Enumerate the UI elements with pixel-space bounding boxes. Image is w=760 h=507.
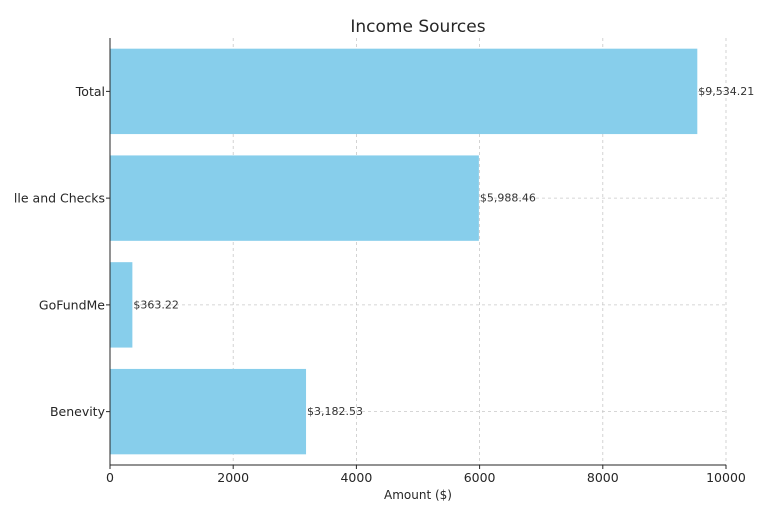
data-label: $9,534.21 (698, 85, 754, 98)
bar (110, 155, 479, 241)
x-tick-label: 4000 (340, 470, 372, 485)
bars (110, 48, 698, 455)
y-tick-label: Total (75, 84, 105, 99)
data-label: $5,988.46 (480, 192, 536, 205)
bar (110, 368, 307, 455)
data-labels: $9,534.21 $5,988.46 $363.22 $3,182.53 (133, 85, 754, 418)
x-axis-title: Amount ($) (384, 488, 452, 502)
x-tick-label: 2000 (217, 470, 249, 485)
x-tick-label: 6000 (464, 470, 496, 485)
x-tick-label: 0 (106, 470, 114, 485)
x-tick-label: 10000 (706, 470, 746, 485)
data-label: $363.22 (133, 298, 179, 311)
bar (110, 48, 698, 135)
data-label: $3,182.53 (307, 405, 363, 418)
x-tick-label: 8000 (587, 470, 619, 485)
axes: Total lle and Checks GoFundMe Benevity 0 2000… (14, 38, 746, 485)
chart-title: Income Sources (350, 17, 485, 37)
y-tick-label: GoFundMe (39, 297, 105, 312)
bar (110, 262, 133, 348)
y-tick-label: Benevity (50, 404, 106, 419)
y-tick-label: lle and Checks (14, 191, 105, 206)
